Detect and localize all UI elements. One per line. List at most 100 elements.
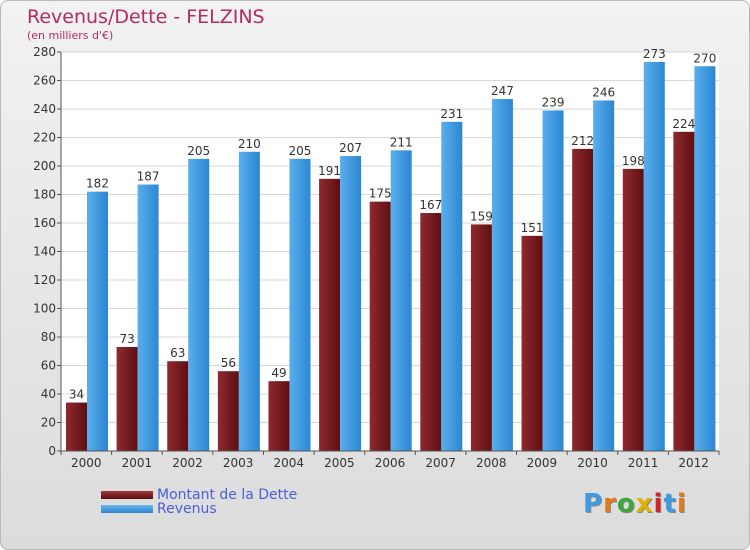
data-label-revenus: 207 [339, 141, 362, 155]
data-label-revenus: 270 [693, 51, 716, 65]
data-label-revenus: 211 [390, 135, 413, 149]
y-tick-label: 280 [33, 45, 56, 59]
data-label-dette: 198 [622, 154, 645, 168]
x-tick-label: 2006 [375, 456, 406, 470]
data-label-dette: 212 [571, 134, 594, 148]
logo-letter: i [676, 489, 687, 519]
data-label-revenus: 239 [542, 95, 565, 109]
bar-dette [268, 381, 290, 451]
bar-dette [622, 168, 644, 451]
bar-dette [572, 148, 594, 451]
data-label-revenus: 247 [491, 84, 514, 98]
bar-revenus [188, 158, 210, 451]
data-label-revenus: 231 [440, 107, 463, 121]
legend-label-revenus: Revenus [157, 501, 217, 517]
axes [60, 52, 719, 452]
logo-letter: P [583, 489, 604, 519]
y-tick-label: 220 [33, 131, 56, 145]
y-axis-ticks: 0 20 40 60 80 100 120 140 160 180 200 220 240 260 280 [33, 45, 61, 458]
x-tick-label: 2003 [223, 456, 254, 470]
logo-letter: t [663, 489, 677, 519]
x-tick-label: 2008 [476, 456, 507, 470]
data-label-dette: 224 [672, 117, 695, 131]
logo-letter: r [603, 489, 617, 519]
data-label-dette: 151 [521, 221, 544, 235]
data-label-dette: 63 [170, 346, 185, 360]
y-tick-label: 240 [33, 102, 56, 116]
data-label-revenus: 187 [137, 170, 160, 184]
bar-revenus [87, 191, 108, 451]
bar-dette [673, 131, 695, 452]
chart-subtitle: (en milliers d'€) [27, 29, 114, 42]
bar-dette [66, 402, 87, 451]
y-tick-label: 0 [48, 444, 56, 458]
bar-dette [420, 213, 442, 451]
x-tick-label: 2001 [122, 456, 153, 470]
x-axis-ticks: 2000 2001 2002 2003 2004 2005 2006 2007 2008 2009… [60, 451, 720, 470]
data-label-dette: 191 [318, 164, 341, 178]
data-label-dette: 159 [470, 209, 493, 223]
x-tick-label: 2010 [577, 456, 608, 470]
x-tick-label: 2004 [273, 456, 304, 470]
bar-revenus [694, 66, 716, 451]
y-tick-label: 160 [33, 216, 56, 230]
bar-revenus [137, 184, 159, 451]
x-tick-label: 2002 [172, 456, 203, 470]
y-tick-label: 260 [33, 74, 56, 88]
y-tick-label: 100 [33, 302, 56, 316]
data-label-dette: 175 [369, 187, 392, 201]
bar-revenus [340, 156, 362, 451]
bar-revenus [289, 158, 311, 451]
data-label-dette: 73 [119, 332, 134, 346]
bar-revenus [542, 110, 564, 452]
y-tick-label: 200 [33, 159, 56, 173]
logo-letter: x [635, 489, 654, 519]
data-label-revenus: 205 [289, 144, 312, 158]
x-tick-label: 2000 [71, 456, 102, 470]
x-tick-label: 2011 [628, 456, 659, 470]
y-tick-label: 80 [41, 330, 56, 344]
legend-swatch-revenus [101, 505, 153, 513]
data-label-dette: 34 [69, 388, 84, 402]
bar-revenus [593, 100, 615, 451]
bar-dette [369, 201, 391, 451]
proxiti-logo: Proxiti [583, 489, 687, 519]
legend-label-dette: Montant de la Dette [157, 487, 298, 503]
legend-swatch-dette [101, 491, 153, 499]
y-tick-label: 40 [41, 387, 56, 401]
data-label-dette: 56 [221, 356, 236, 370]
x-tick-label: 2012 [678, 456, 709, 470]
chart-title: Revenus/Dette - FELZINS [27, 6, 265, 28]
bar-revenus [441, 121, 463, 451]
bar-dette [521, 235, 543, 451]
bar-dette [167, 361, 189, 451]
data-label-revenus: 182 [86, 177, 109, 191]
x-tick-label: 2007 [425, 456, 456, 470]
data-labels: 34 182 73 187 63 205 56 210 49 205 191 207 175 211 167… [69, 47, 716, 402]
y-tick-label: 180 [33, 188, 56, 202]
bar-revenus [643, 61, 665, 451]
data-label-revenus: 273 [643, 47, 666, 61]
bar-dette [470, 224, 492, 451]
x-tick-label: 2005 [324, 456, 355, 470]
logo-letter: o [616, 489, 636, 519]
bar-revenus [238, 151, 260, 451]
logo-letter: i [653, 489, 664, 519]
data-label-revenus: 210 [238, 137, 261, 151]
y-tick-label: 120 [33, 273, 56, 287]
data-label-dette: 167 [419, 198, 442, 212]
x-tick-label: 2009 [527, 456, 558, 470]
y-tick-label: 140 [33, 245, 56, 259]
data-label-revenus: 205 [187, 144, 210, 158]
data-label-revenus: 246 [592, 85, 615, 99]
bar-dette [116, 346, 138, 451]
data-label-dette: 49 [271, 366, 286, 380]
bar-revenus [390, 150, 412, 451]
bars [66, 61, 716, 452]
bar-dette [319, 178, 341, 451]
bar-revenus [491, 99, 513, 452]
bar-dette [217, 371, 239, 451]
y-tick-label: 60 [41, 359, 56, 373]
